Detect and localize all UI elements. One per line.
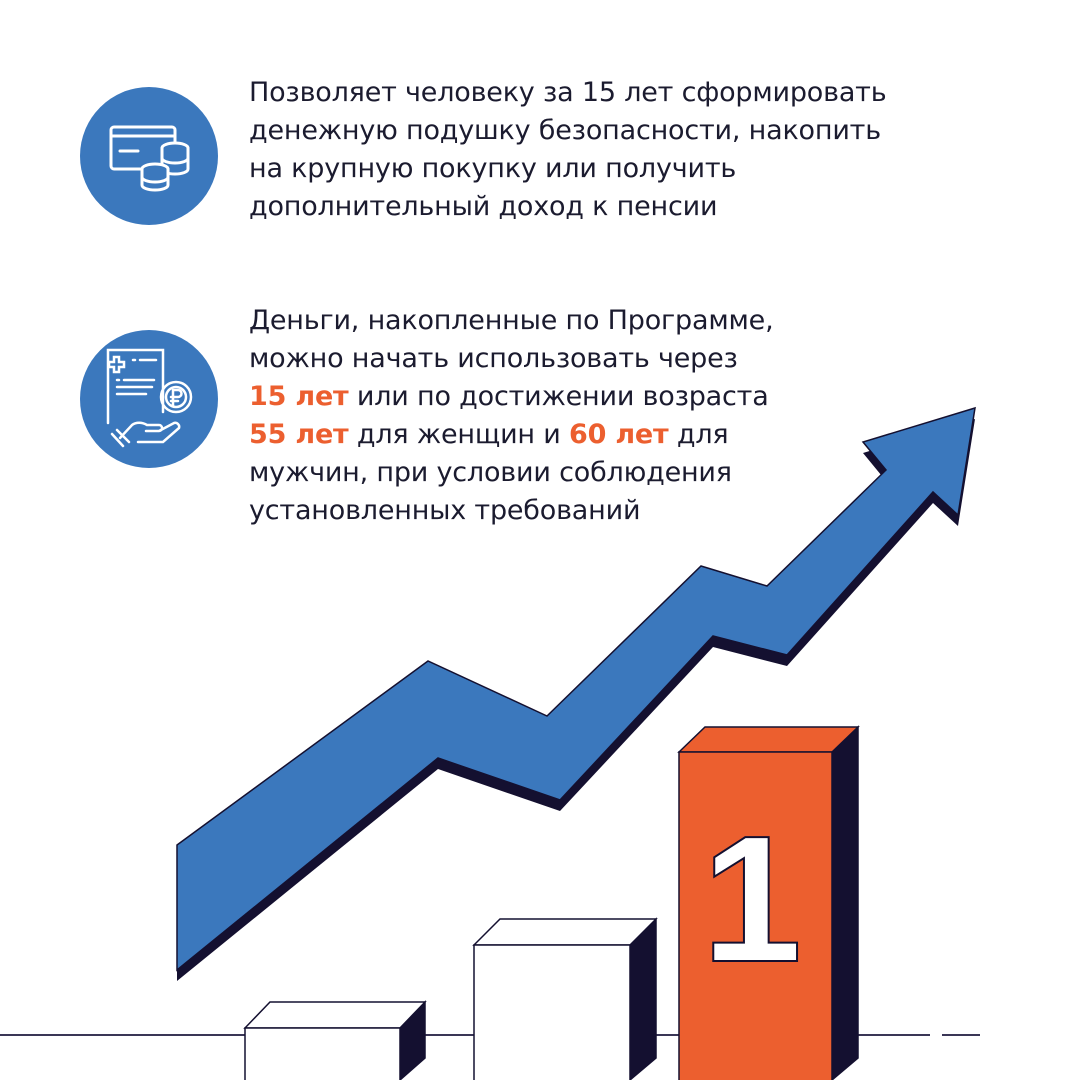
highlight-15-years: 15 лет xyxy=(249,381,349,412)
text-fragment: для женщин и xyxy=(348,419,569,450)
text-line: установленных требований xyxy=(249,495,641,526)
benefit-text-2: Деньги, накопленные по Программе, можно … xyxy=(249,302,774,530)
card-and-coins-icon xyxy=(109,125,190,192)
bar-medium xyxy=(472,917,658,1080)
text-line: можно начать использовать через xyxy=(249,343,738,374)
bar-small xyxy=(243,1000,427,1080)
text-line: 55 лет для женщин и 60 лет для xyxy=(249,416,773,454)
highlight-55-years: 55 лет xyxy=(249,419,349,450)
text-fragment: для xyxy=(668,419,729,450)
growth-arrow xyxy=(176,406,976,981)
document-hand-ruble-coin-icon xyxy=(106,348,193,448)
text-line: дополнительный доход к пенсии xyxy=(249,191,718,222)
card-coins-icon-badge xyxy=(80,87,218,225)
text-line: Деньги, накопленные по Программе, xyxy=(249,305,774,336)
highlight-60-years: 60 лет xyxy=(568,419,669,450)
podium-number: 1 xyxy=(702,799,802,1000)
text-line: на крупную покупку или получить xyxy=(249,153,737,184)
arrow-body xyxy=(176,406,976,972)
text-fragment: или по достижении возраста xyxy=(348,381,769,412)
text-line: денежную подушку безопасности, накопить xyxy=(249,115,881,146)
bar-tall xyxy=(677,725,860,1080)
text-line: 15 лет или по достижении возраста xyxy=(249,378,773,416)
text-line: мужчин, при условии соблюдения xyxy=(249,457,732,488)
benefit-text-1: Позволяет человеку за 15 лет сформироват… xyxy=(249,74,887,226)
document-ruble-icon-badge xyxy=(80,330,218,468)
text-line: Позволяет человеку за 15 лет сформироват… xyxy=(249,77,887,108)
